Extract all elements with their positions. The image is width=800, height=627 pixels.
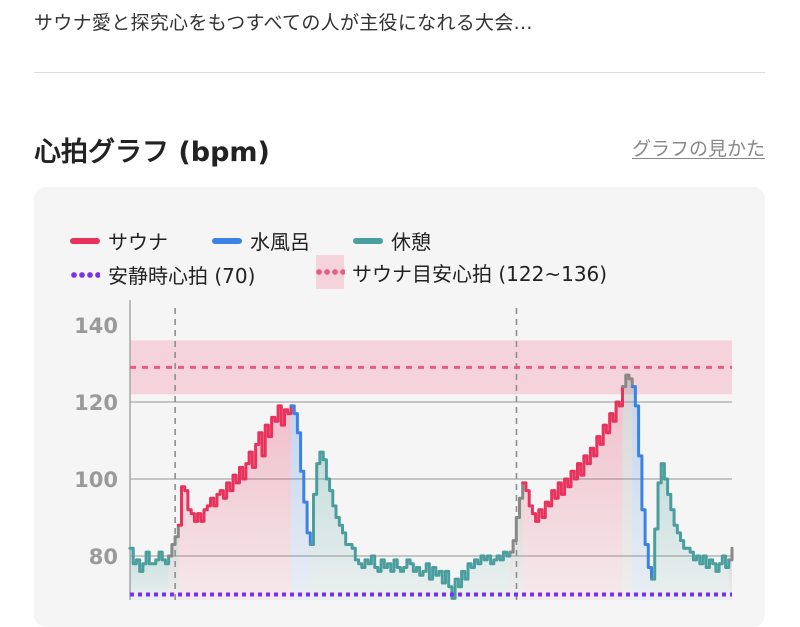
legend-rest-swatch xyxy=(353,237,383,244)
legend-sauna-swatch xyxy=(70,237,100,244)
line-cold_bath-8 xyxy=(630,385,653,581)
heart-rate-chart: 80 100 120 140 xyxy=(74,300,734,600)
area-transition-7 xyxy=(622,375,633,600)
line-transition-5 xyxy=(508,481,525,554)
area-rest-9 xyxy=(651,463,729,600)
line-transition-10 xyxy=(727,546,734,562)
line-rest-0 xyxy=(128,546,171,573)
line-cold_bath-3 xyxy=(289,404,312,546)
line-transition-7 xyxy=(621,373,634,389)
legend-sauna-target-label: サウナ目安心拍 (122~136) xyxy=(352,261,608,286)
area-cold_bath-3 xyxy=(291,405,311,600)
line-rest-4 xyxy=(308,450,512,600)
legend-rest-label: 休憩 xyxy=(391,230,431,254)
y-tick-120: 120 xyxy=(74,391,118,415)
chart-help-link[interactable]: グラフの見かた xyxy=(631,138,765,160)
legend-rest: 休憩 xyxy=(353,226,431,255)
y-tick-80: 80 xyxy=(89,545,118,569)
legend-sauna-label: サウナ xyxy=(108,230,168,254)
line-transition-1 xyxy=(167,523,180,558)
line-rest-9 xyxy=(650,462,731,581)
section-title: 心拍グラフ (bpm) xyxy=(34,137,270,168)
line-sauna-6 xyxy=(521,385,624,523)
legend-cold-bath-swatch xyxy=(212,237,242,244)
y-tick-140: 140 xyxy=(74,314,118,338)
legend-resting-hr: 安静時心拍 (70) xyxy=(70,260,255,289)
legend-resting-hr-swatch xyxy=(70,271,100,278)
legend-sauna-target: サウナ目安心拍 (122~136) xyxy=(315,255,608,289)
area-sauna-6 xyxy=(522,386,623,600)
line-sauna-2 xyxy=(176,404,293,527)
divider xyxy=(34,72,765,73)
legend-cold-bath-label: 水風呂 xyxy=(250,230,310,254)
legend-resting-hr-label: 安静時心拍 (70) xyxy=(108,264,256,288)
legend-sauna: サウナ xyxy=(70,226,168,255)
area-sauna-2 xyxy=(178,405,291,600)
area-rest-4 xyxy=(310,452,510,600)
y-tick-100: 100 xyxy=(74,468,118,492)
intro-text: サウナ愛と探究心をもつすべての人が主役になれる大会... xyxy=(34,12,533,34)
legend-cold-bath: 水風呂 xyxy=(212,226,310,255)
legend-sauna-target-swatch xyxy=(315,255,345,289)
